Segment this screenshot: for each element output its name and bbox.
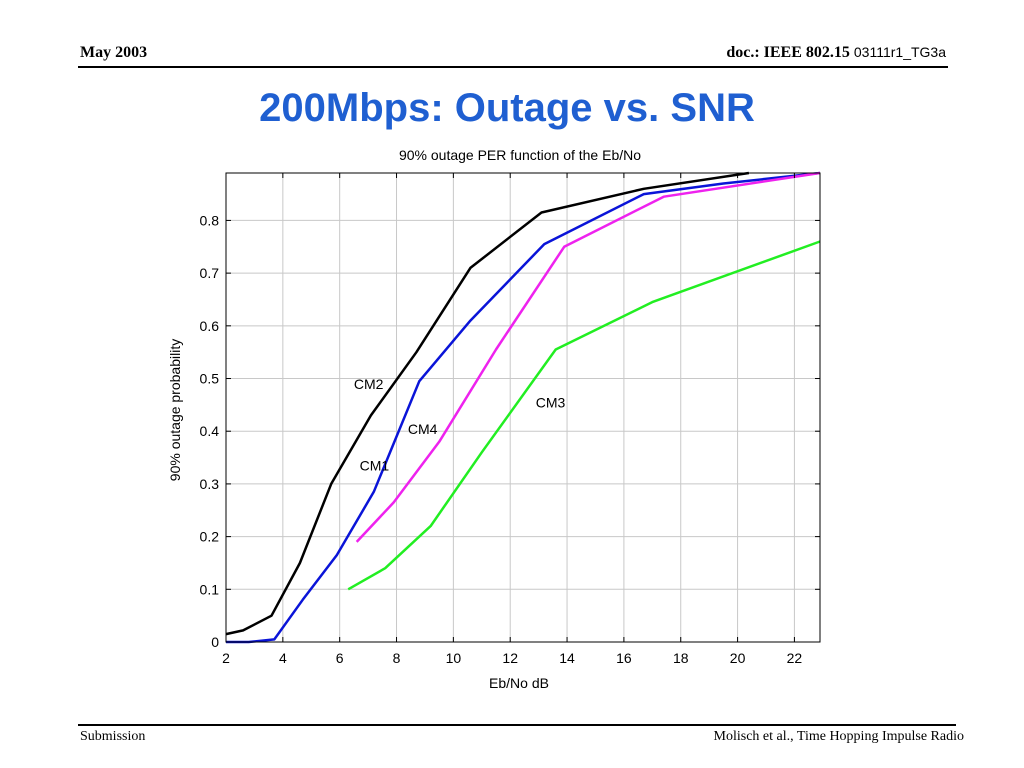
footer-rule <box>78 724 956 726</box>
x-tick-label: 20 <box>730 650 746 666</box>
series-line-cm2 <box>225 171 750 636</box>
curve-label-cm3: CM3 <box>536 395 566 411</box>
header-doc-number: 03111r1_TG3a <box>853 44 946 60</box>
header-rule <box>78 66 948 68</box>
slide-title: 200Mbps: Outage vs. SNR <box>259 86 755 130</box>
y-tick-label: 0.4 <box>200 423 220 439</box>
x-tick-label: 12 <box>502 650 518 666</box>
x-tick-label: 14 <box>559 650 575 666</box>
series-line-cm3 <box>347 240 821 591</box>
x-axis-label: Eb/No dB <box>489 675 549 691</box>
y-tick-label: 0.5 <box>200 371 220 387</box>
y-tick-label: 0.8 <box>200 212 220 228</box>
y-tick-label: 0 <box>211 634 219 650</box>
chart-ticks: 2 4 6 8 10 12 14 16 18 20 22 0 0.1 0.2 0.3 0.4 0.5 0.6 0.7… <box>200 173 820 666</box>
chart-grid <box>225 173 820 643</box>
x-tick-label: 6 <box>336 650 344 666</box>
y-tick-label: 0.3 <box>200 476 220 492</box>
series-line-cm4 <box>355 171 821 543</box>
series-line-cm1 <box>226 171 821 644</box>
y-tick-label: 0.1 <box>200 581 220 597</box>
x-tick-label: 22 <box>787 650 803 666</box>
curve-label-cm2: CM2 <box>354 376 384 392</box>
curve-label-cm1: CM1 <box>360 458 390 474</box>
x-tick-label: 18 <box>673 650 689 666</box>
y-tick-label: 0.7 <box>200 265 220 281</box>
footer-authors: Molisch et al., Time Hopping Impulse Rad… <box>713 729 964 744</box>
header-doc: doc.: IEEE 802.15 03111r1_TG3a <box>726 44 946 62</box>
chart-title: 90% outage PER function of the Eb/No <box>399 147 641 163</box>
footer-submission: Submission <box>80 729 146 744</box>
x-tick-label: 16 <box>616 650 632 666</box>
header-doc-label: doc.: IEEE 802.15 <box>726 44 850 61</box>
plot-frame <box>225 172 821 643</box>
y-tick-label: 0.2 <box>200 529 220 545</box>
chart-series <box>225 171 821 644</box>
y-axis-label: 90% outage probability <box>167 339 183 481</box>
header-date: May 2003 <box>80 44 148 61</box>
y-tick-label: 0.6 <box>200 318 220 334</box>
x-tick-label: 10 <box>446 650 462 666</box>
x-tick-label: 4 <box>279 650 287 666</box>
x-tick-label: 2 <box>222 650 230 666</box>
chart-annotations: CM2 CM1 CM4 CM3 <box>354 376 566 474</box>
x-tick-label: 8 <box>393 650 401 666</box>
curve-label-cm4: CM4 <box>408 421 438 437</box>
